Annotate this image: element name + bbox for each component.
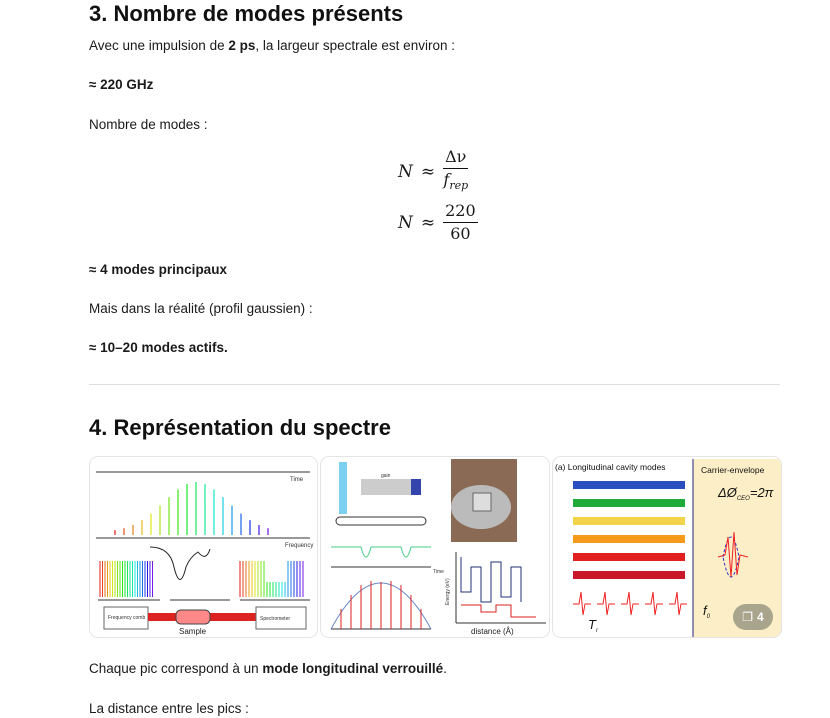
gain-label: gain xyxy=(381,473,391,479)
formula-values: N ≈ 220 60 xyxy=(398,200,478,245)
pulse xyxy=(597,591,615,616)
intro-bold: 2 ps xyxy=(228,38,256,53)
formula1-fraction: Δν frep xyxy=(443,146,469,197)
formula1-op: ≈ xyxy=(420,161,436,182)
mode-wave xyxy=(573,553,685,561)
frequency-comb-label: Frequency comb xyxy=(108,615,145,621)
formula1-num: Δν xyxy=(445,147,467,166)
formula2-den: 60 xyxy=(450,224,471,243)
image-mode-locking[interactable]: gain Time Energy (eV) distance (Å) xyxy=(320,456,550,638)
gallery-icon: ❐ xyxy=(742,610,754,624)
result-real-text: ≈ 10–20 modes actifs. xyxy=(89,340,228,355)
time-axis-label: Time xyxy=(290,477,304,483)
intro-pre: Avec une impulsion de xyxy=(89,38,229,53)
image-frequency-comb[interactable]: Time Frequency Frequency comb Sample Spe… xyxy=(89,456,318,638)
f0-label: f0 xyxy=(703,603,711,620)
mode-wave xyxy=(573,481,685,489)
sample-label: Sample xyxy=(179,627,207,636)
longitudinal-modes-title: (a) Longitudinal cavity modes xyxy=(555,462,666,472)
peak-post: . xyxy=(443,661,447,676)
distance-axis-label: distance (Å) xyxy=(471,627,514,636)
pulse xyxy=(621,591,639,616)
peak-description: Chaque pic correspond à un mode longitud… xyxy=(89,661,447,676)
modes-label: Nombre de modes : xyxy=(89,117,208,132)
peak-bold: mode longitudinal verrouillé xyxy=(262,661,444,676)
ceo-phase-label: ΔØCEO=2π xyxy=(717,485,774,502)
pulse xyxy=(669,591,687,616)
result-real: ≈ 10–20 modes actifs. xyxy=(89,340,228,355)
intro-text: Avec une impulsion de 2 ps, la largeur s… xyxy=(89,38,455,53)
spectrometer-label: Spectrometer xyxy=(260,616,290,622)
more-images-button[interactable]: ❐ 4 xyxy=(733,604,773,630)
divider xyxy=(89,384,780,385)
peak-pre: Chaque pic correspond à un xyxy=(89,661,263,676)
pulse xyxy=(573,591,591,616)
frequency-axis-label: Frequency xyxy=(285,543,313,549)
mode-wave xyxy=(573,571,685,579)
section-3-heading: 3. Nombre de modes présents xyxy=(89,1,404,26)
result-main: ≈ 4 modes principaux xyxy=(89,262,227,277)
formula1-den-sub: rep xyxy=(449,179,469,193)
formula2-num: 220 xyxy=(443,200,478,223)
pulse xyxy=(645,591,663,616)
mode-wave xyxy=(573,499,685,507)
mode-wave xyxy=(573,517,685,525)
time-label: Time xyxy=(433,569,444,575)
formula2-fraction: 220 60 xyxy=(443,200,478,245)
formula1-den: f xyxy=(443,170,450,189)
mode-wave xyxy=(573,535,685,543)
result-main-text: ≈ 4 modes principaux xyxy=(89,262,227,277)
spectral-width-value: ≈ 220 GHz xyxy=(89,77,153,92)
distance-label: La distance entre les pics : xyxy=(89,701,249,716)
more-images-count: 4 xyxy=(757,610,764,624)
carrier-envelope-title: Carrier-envelope xyxy=(701,465,765,475)
formula2-op: ≈ xyxy=(420,212,436,233)
formula-ratio: N ≈ Δν frep xyxy=(398,146,469,197)
formula2-lhs: N xyxy=(398,212,413,233)
intro-post: , la largeur spectrale est environ : xyxy=(255,38,455,53)
tr-label: Tr xyxy=(588,617,599,634)
spectral-width-text: ≈ 220 GHz xyxy=(89,77,154,92)
reality-label: Mais dans la réalité (profil gaussien) : xyxy=(89,301,313,316)
energy-axis-label: Energy (eV) xyxy=(445,578,451,605)
formula1-lhs: N xyxy=(398,161,413,182)
section-4-heading: 4. Représentation du spectre xyxy=(89,415,391,440)
